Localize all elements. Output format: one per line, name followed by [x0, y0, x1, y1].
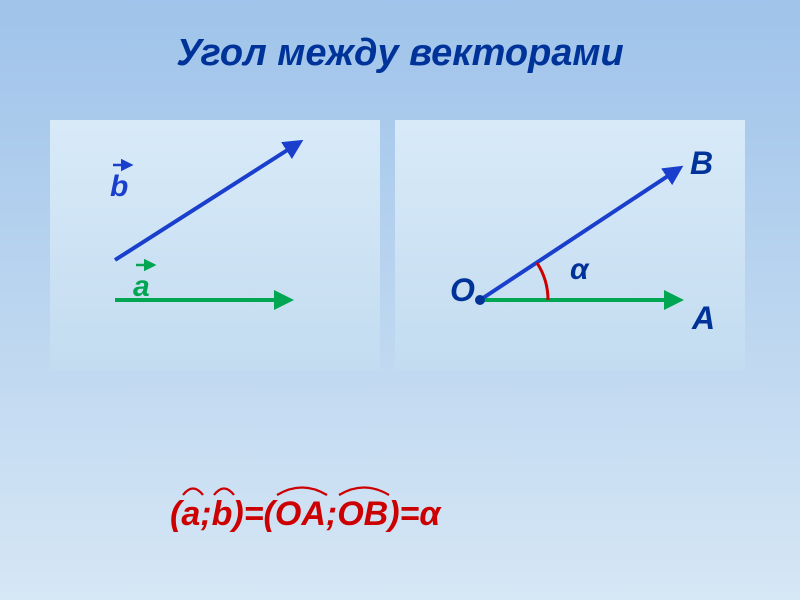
- formula-sep2: ;: [326, 495, 337, 534]
- formula-a: a: [181, 495, 200, 533]
- label-o: O: [450, 272, 475, 309]
- label-alpha: α: [570, 253, 589, 287]
- panel-left: [50, 120, 380, 370]
- formula-rparen2: ): [388, 495, 399, 534]
- label-a: a: [133, 270, 150, 304]
- formula-b: b: [212, 495, 233, 533]
- label-a-point: A: [692, 300, 715, 337]
- formula-oa: OA: [275, 495, 326, 533]
- arc-over-b: [212, 483, 236, 497]
- formula-sep1: ;: [200, 495, 211, 534]
- formula-b-part: b: [212, 495, 233, 534]
- arc-over-ob: [337, 483, 391, 497]
- slide-root: Угол между векторами a b O A B α ( a ; b…: [0, 0, 800, 600]
- formula-eq2: =: [400, 495, 420, 534]
- formula-eq1: =: [244, 495, 264, 534]
- formula-ob-part: OB: [337, 495, 388, 534]
- arc-over-oa: [275, 483, 329, 497]
- origin-dot: [475, 295, 485, 305]
- formula-ob: OB: [337, 495, 388, 533]
- label-b-point: B: [690, 145, 713, 182]
- slide-title: Угол между векторами: [0, 32, 800, 75]
- formula-alpha: α: [419, 495, 440, 534]
- formula: ( a ; b ) = ( OA ;: [170, 495, 440, 534]
- formula-oa-part: OA: [275, 495, 326, 534]
- arc-over-a: [181, 483, 205, 497]
- formula-lparen2: (: [264, 495, 275, 534]
- label-b: b: [110, 170, 128, 204]
- formula-a-part: a: [181, 495, 200, 534]
- formula-rparen1: ): [232, 495, 243, 534]
- formula-lparen1: (: [170, 495, 181, 534]
